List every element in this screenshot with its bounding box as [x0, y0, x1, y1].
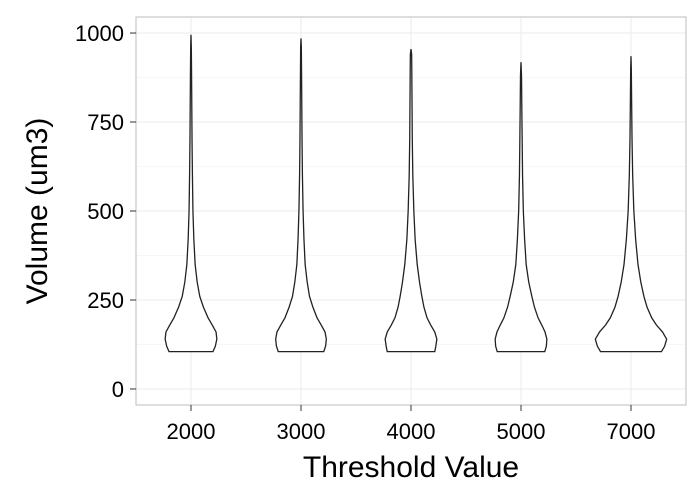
x-tick-label: 2000 — [167, 419, 216, 444]
y-tick-label: 1000 — [75, 21, 124, 46]
violin-3000 — [275, 38, 327, 353]
y-tick-label: 250 — [87, 288, 124, 313]
x-tick-label: 7000 — [607, 419, 656, 444]
x-tick-label: 3000 — [277, 419, 326, 444]
y-axis-title: Volume (um3) — [21, 118, 54, 305]
y-tick-label: 750 — [87, 110, 124, 135]
violin-2000 — [164, 34, 218, 353]
y-tick-label: 500 — [87, 199, 124, 224]
x-tick-label: 5000 — [497, 419, 546, 444]
violin-4000 — [384, 48, 438, 353]
x-axis-title: Threshold Value — [303, 451, 519, 484]
x-tick-label: 4000 — [387, 419, 436, 444]
y-tick-label: 0 — [112, 377, 124, 402]
violin-7000 — [594, 56, 668, 353]
violin-5000 — [494, 62, 548, 353]
x-axis: 2000 3000 4000 5000 7000 — [167, 405, 656, 444]
violin-series — [164, 34, 668, 353]
y-axis: 0 250 500 750 1000 — [75, 21, 136, 402]
